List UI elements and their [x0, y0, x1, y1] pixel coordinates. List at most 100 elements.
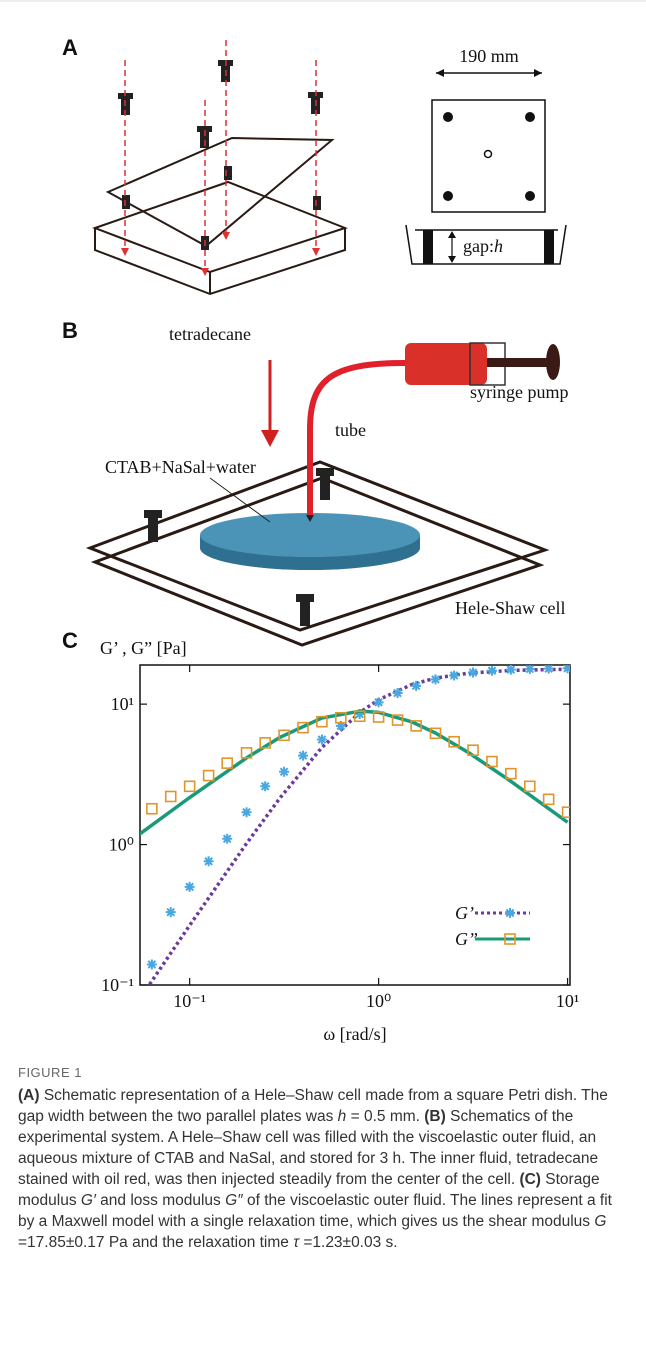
point	[411, 680, 422, 691]
dashed-arrows	[124, 40, 317, 268]
caption-part: Schematics of the experimental system. A…	[18, 1108, 599, 1188]
point	[278, 729, 290, 742]
caption-part: h	[337, 1108, 347, 1125]
point	[222, 833, 233, 844]
point	[240, 747, 253, 759]
point	[279, 766, 290, 777]
gap-text: gap:	[463, 236, 494, 256]
tube-label: tube	[335, 420, 366, 440]
caption-part: (B)	[424, 1108, 446, 1125]
point	[392, 688, 403, 699]
point	[298, 750, 309, 761]
caption-text: (A) Schematic representation of a Hele–S…	[18, 1085, 630, 1253]
figure: A 190 mm gap:h B	[0, 0, 646, 1044]
point	[184, 881, 195, 892]
point	[202, 769, 215, 782]
x-tick-label: 10⁻¹	[173, 991, 206, 1011]
legend-marker	[505, 908, 515, 918]
point	[372, 711, 385, 723]
x-axis-label: ω [rad/s]	[323, 1024, 386, 1044]
point	[562, 665, 570, 674]
caption-part: =17.85±0.17 Pa and the relaxation time	[18, 1234, 294, 1251]
caption-part: τ	[293, 1234, 300, 1251]
exploded-view	[92, 136, 348, 296]
x-tick-label: 10⁰	[366, 991, 391, 1011]
point	[505, 665, 516, 675]
point	[203, 856, 214, 867]
point	[260, 781, 271, 792]
caption-part: =1.23±0.03 s.	[299, 1234, 398, 1251]
fluid-label: CTAB+NaSal+water	[105, 457, 256, 477]
point	[165, 907, 176, 918]
fit-line	[140, 709, 569, 836]
point	[523, 780, 536, 793]
caption-part: (A)	[18, 1087, 40, 1104]
point	[353, 710, 366, 723]
point	[164, 790, 177, 803]
pump-label: syringe pump	[470, 382, 569, 402]
point	[448, 735, 460, 748]
gap-label: gap:h	[463, 236, 503, 256]
point	[316, 734, 327, 745]
chart: 10⁻¹ 10⁰ 10¹ 10⁻¹ 10⁰ 10¹ G’ G”	[101, 664, 579, 1011]
point	[146, 959, 157, 970]
point	[297, 721, 309, 734]
caption-part: and loss modulus	[95, 1192, 226, 1209]
tube	[307, 360, 406, 515]
oil-label: tetradecane	[169, 324, 251, 344]
leader-line	[209, 477, 271, 523]
point	[430, 674, 441, 685]
screws	[118, 60, 323, 250]
point	[391, 714, 404, 726]
legend-label: G’	[455, 903, 474, 923]
arrow-heads	[121, 232, 320, 276]
point	[183, 780, 196, 793]
y-tick-label: 10¹	[111, 694, 134, 714]
point	[316, 715, 328, 728]
point	[505, 767, 517, 780]
point	[335, 711, 347, 724]
point	[241, 807, 252, 818]
caption-part: = 0.5 mm.	[346, 1108, 425, 1125]
point	[524, 665, 535, 674]
x-tick-label: 10¹	[556, 991, 579, 1011]
plate-screws	[144, 468, 334, 626]
point	[542, 793, 555, 806]
point	[221, 757, 233, 769]
y-tick-label: 10⁰	[109, 835, 134, 855]
point	[354, 709, 365, 720]
panel-label: A	[62, 35, 78, 60]
hele-shaw-plates	[85, 460, 550, 647]
point	[449, 670, 460, 681]
y-axis-label: G’ , G” [Pa]	[100, 638, 187, 658]
fluid-disc	[200, 513, 420, 570]
syringe	[405, 342, 560, 386]
plot-area	[140, 665, 570, 985]
panel-label: B	[62, 318, 78, 343]
caption-part: G″	[225, 1192, 243, 1209]
width-label: 190 mm	[459, 46, 519, 66]
caption-part: of the viscoelastic outer fluid. The lin…	[18, 1192, 612, 1230]
point	[429, 727, 442, 740]
point	[335, 720, 346, 731]
caption-part: G′	[80, 1192, 96, 1209]
figure-number: FIGURE 1	[18, 1065, 82, 1080]
point	[561, 806, 570, 819]
cell-label: Hele-Shaw cell	[455, 598, 565, 618]
point	[259, 737, 271, 749]
legend-label: G”	[455, 929, 478, 949]
point	[467, 744, 479, 756]
fit-line	[147, 667, 568, 985]
point	[543, 665, 554, 674]
point	[146, 802, 158, 815]
caption-part: (C)	[519, 1171, 541, 1188]
caption-part: Schematic representation of a Hele–Shaw …	[18, 1087, 608, 1125]
point	[468, 667, 479, 678]
y-tick-label: 10⁻¹	[101, 975, 134, 995]
point	[486, 665, 497, 676]
gap-symbol: h	[494, 236, 503, 256]
legend-marker	[504, 933, 516, 945]
oil-arrow-head	[261, 430, 279, 447]
plot-frame	[139, 664, 571, 986]
